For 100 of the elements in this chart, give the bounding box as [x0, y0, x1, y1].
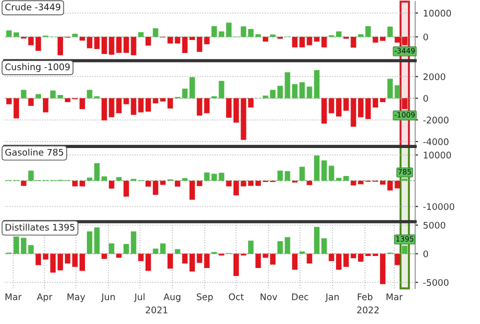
bar	[138, 32, 144, 37]
bar	[380, 254, 386, 284]
bar	[365, 26, 371, 37]
bar	[248, 98, 254, 108]
bar	[336, 98, 342, 117]
bar	[218, 172, 224, 181]
bar	[240, 98, 246, 140]
bar	[146, 254, 151, 271]
bar	[226, 98, 232, 118]
bar	[314, 36, 320, 42]
x-tick-label: Jun	[100, 294, 115, 302]
bar	[36, 254, 42, 266]
x-tick-label: Dec	[292, 294, 308, 300]
bar	[72, 34, 78, 37]
y-tick-label: -2000	[423, 116, 448, 124]
bar	[130, 36, 136, 56]
bar	[292, 254, 298, 270]
y-tick-label: -5000	[423, 279, 448, 286]
bar	[380, 180, 386, 185]
chart-title: Gasoline 785	[5, 148, 64, 156]
x-tick-label: Sep	[196, 293, 213, 302]
x-tick-label: Jul	[134, 293, 144, 302]
bar	[174, 180, 180, 187]
bar	[314, 155, 320, 181]
bar	[146, 36, 151, 46]
bar	[124, 244, 129, 254]
bar	[350, 180, 356, 186]
x-tick-label: Oct	[228, 293, 244, 300]
bar	[306, 180, 312, 186]
bar	[167, 254, 173, 269]
bar	[130, 231, 136, 254]
bar	[138, 254, 144, 262]
bar	[299, 166, 305, 181]
bar	[14, 98, 20, 118]
bar	[152, 28, 158, 37]
y-tick-label: 0	[423, 94, 428, 102]
bar	[102, 254, 107, 259]
bar	[255, 180, 261, 186]
bar	[343, 176, 349, 181]
y-tick-label: 0	[423, 34, 428, 40]
bar	[270, 34, 276, 37]
bar	[196, 180, 202, 186]
bar	[28, 245, 34, 254]
bar	[277, 86, 283, 98]
bar	[174, 249, 180, 254]
chart-title: Cushing -1009	[5, 63, 70, 72]
bar	[394, 254, 400, 266]
y-tick-label: 2000	[424, 73, 446, 80]
bar	[314, 226, 320, 254]
x-tick-label: Mar	[6, 294, 22, 300]
bar	[226, 22, 232, 37]
bar	[402, 246, 408, 254]
bar	[50, 90, 56, 98]
bar	[240, 180, 246, 186]
bar	[116, 254, 122, 258]
bar	[284, 72, 290, 98]
bar	[204, 172, 210, 181]
bar	[255, 34, 261, 37]
x-tick-label: Feb	[358, 293, 372, 300]
bar	[233, 98, 239, 123]
bar	[167, 98, 173, 109]
x-tick-label: Apr	[36, 294, 52, 302]
bar	[58, 36, 64, 56]
bar	[218, 80, 224, 98]
bar	[167, 36, 173, 44]
bar	[372, 36, 378, 43]
bar	[102, 36, 107, 54]
bar	[189, 77, 195, 98]
x-tick-label: Nov	[260, 294, 278, 300]
y-tick-label: -4000	[423, 138, 448, 146]
chart-title: Distillates 1395	[6, 224, 74, 231]
bar	[292, 84, 298, 98]
bar	[211, 26, 217, 37]
bar	[36, 36, 42, 51]
bar	[14, 32, 20, 37]
bar	[262, 254, 268, 258]
bar	[189, 36, 195, 40]
bar	[380, 36, 386, 41]
bar	[314, 70, 320, 98]
bar	[284, 237, 290, 254]
y-tick-label: 10000	[424, 152, 451, 158]
bar	[321, 36, 327, 48]
bar	[182, 254, 188, 264]
bar	[108, 243, 114, 254]
bar	[20, 180, 26, 186]
bar	[189, 254, 195, 272]
bar	[270, 254, 276, 265]
bar	[14, 236, 20, 254]
bar	[116, 177, 122, 181]
x-tick-label: May	[68, 294, 86, 302]
bar	[124, 36, 129, 53]
bar	[233, 254, 239, 276]
chart-title: Crude -3449	[5, 3, 60, 10]
bar	[358, 180, 364, 184]
bar	[248, 180, 254, 186]
bar	[387, 26, 393, 37]
bar	[182, 178, 188, 181]
bar	[20, 90, 26, 98]
x-tick-label: Aug	[164, 294, 180, 302]
bar	[284, 171, 290, 181]
